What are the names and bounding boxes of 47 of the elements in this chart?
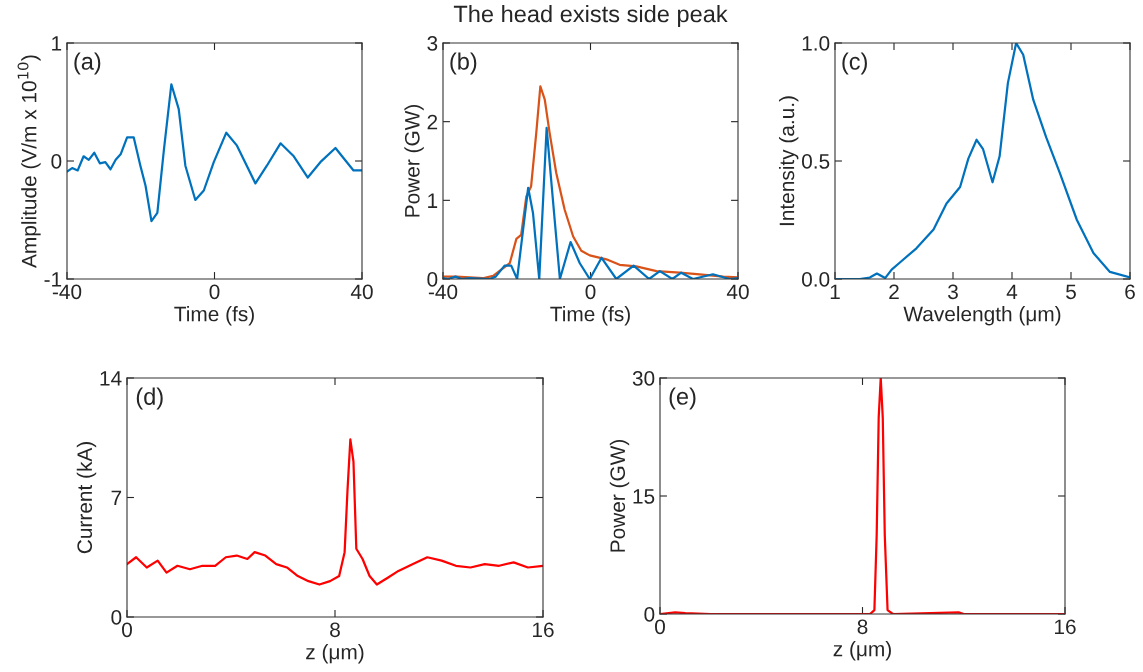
x-tick-label: 0 (209, 284, 220, 300)
x-tick-label: 0 (122, 622, 132, 638)
annotation: (b) (450, 52, 477, 75)
x-axis-title: z (μm) (833, 641, 891, 661)
x-tick-label: 40 (726, 284, 749, 300)
y-tick-label: 1 (428, 193, 438, 208)
y-axis-title: Power (GW) (609, 440, 630, 552)
y-tick-label: 2 (427, 114, 438, 130)
annotation: (d) (136, 387, 163, 410)
x-axis-title: Wavelength (μm) (903, 306, 1061, 326)
x-axis-title: z (μm) (306, 644, 364, 664)
y-tick-label: 30 (632, 371, 655, 386)
y-tick-label: 15 (633, 489, 655, 504)
annotation: (c) (842, 52, 867, 75)
annotation: (e) (669, 387, 696, 410)
y-tick-label: 0.5 (801, 154, 830, 169)
y-tick-label: 1 (52, 36, 62, 51)
chart-title: The head exists side peak (453, 5, 728, 28)
y-tick-label: 7 (111, 490, 122, 506)
y-axis-title: Power (GW) (404, 105, 424, 217)
x-tick-label: 0 (585, 284, 596, 300)
x-tick-label: 5 (1066, 284, 1076, 300)
y-axis-title: Current (kA) (76, 442, 97, 554)
annotation: (a) (74, 52, 101, 75)
y-tick-label: 1.0 (802, 36, 830, 51)
x-axis-title: Time (fs) (174, 306, 254, 326)
x-tick-label: 0 (655, 619, 665, 635)
y-tick-label: 0 (644, 607, 655, 622)
x-tick-label: 40 (350, 284, 373, 300)
x-tick-label: 1 (830, 284, 840, 299)
x-tick-label: 6 (1125, 284, 1135, 300)
x-tick-label: 8 (330, 622, 340, 638)
y-tick-label: 0.0 (801, 272, 830, 287)
y-tick-label: 14 (100, 371, 122, 386)
x-tick-label: 8 (857, 619, 868, 635)
y-axis-title: Amplitude (V/m x 10$^{10}$) (17, 55, 41, 268)
x-tick-label: 16 (1055, 619, 1076, 635)
x-tick-label: 2 (889, 284, 899, 299)
line-series (67, 83, 362, 223)
y-axis-title: Intensity (a.u.) (778, 96, 799, 226)
y-tick-label: 3 (427, 36, 438, 51)
x-tick-label: 3 (948, 284, 958, 300)
x-tick-label: 16 (533, 622, 554, 638)
x-tick-label: 4 (1006, 284, 1018, 299)
y-tick-label: 0 (51, 154, 62, 169)
x-axis-title: Time (fs) (550, 306, 630, 326)
line-series (127, 438, 543, 586)
